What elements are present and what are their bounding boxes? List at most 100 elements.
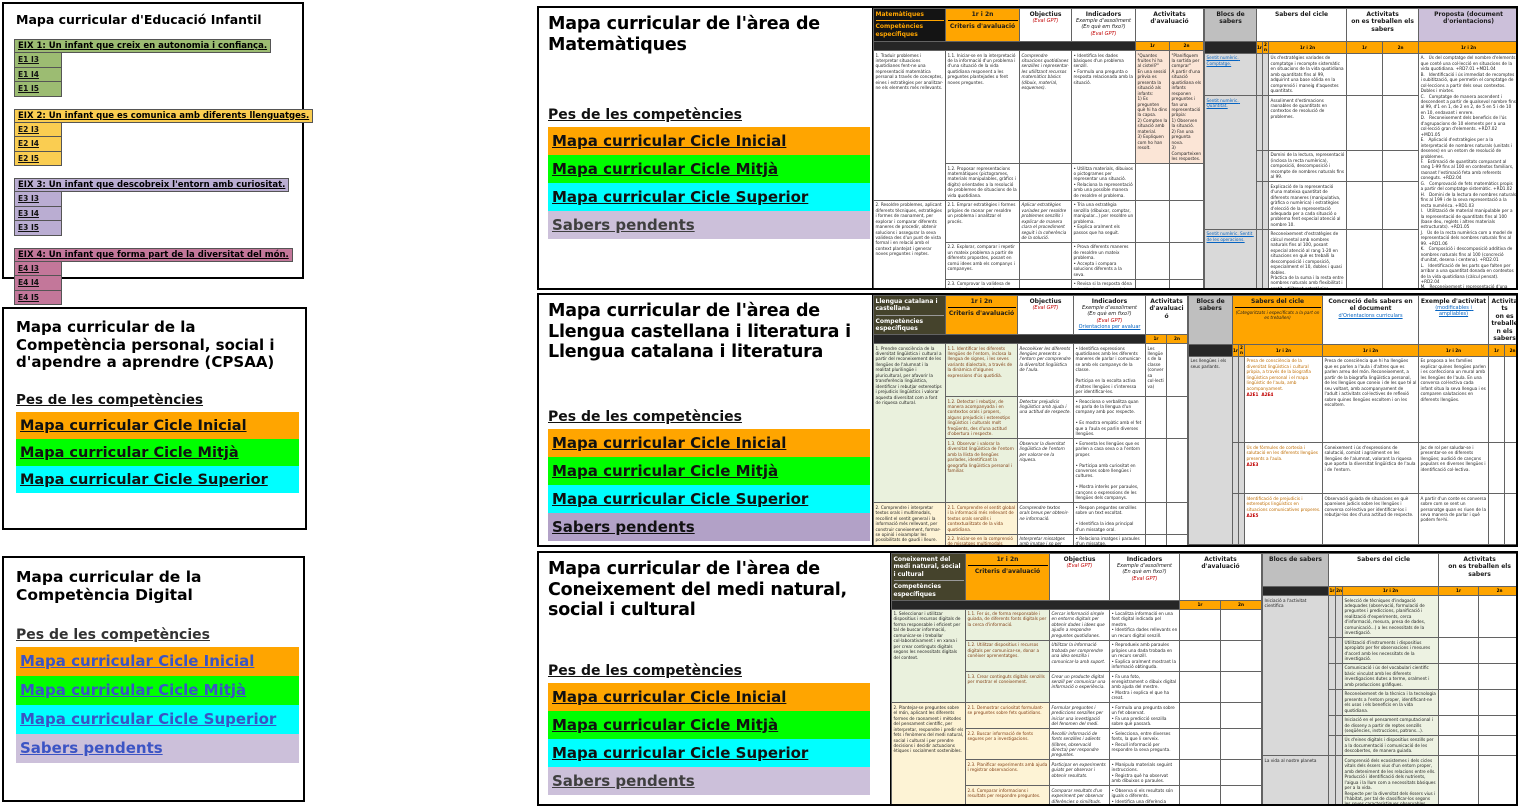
indicator-link-e4-i3[interactable]: E4 I3 bbox=[14, 260, 62, 276]
subheader-2n: 2n bbox=[1165, 334, 1189, 344]
indicator-link-e2-i3[interactable]: E2 I3 bbox=[14, 121, 62, 137]
concrecio-saber: Coneixement i ús d'expressions de saluta… bbox=[1322, 442, 1420, 495]
link-mapa-curricular-cicle-mitjà[interactable]: Mapa curricular Cicle Mitjà bbox=[548, 710, 870, 739]
subheader-1r-2n: 1r i 2n bbox=[1418, 344, 1490, 357]
subheader-strip bbox=[1188, 344, 1234, 357]
header-line[interactable]: (modificables i ampliables) bbox=[1435, 305, 1474, 318]
indicator-link-e4-i4[interactable]: E4 I4 bbox=[14, 275, 62, 291]
header-line: (Eval GPT) bbox=[1090, 30, 1117, 37]
saber-2n-mark bbox=[1335, 755, 1344, 804]
header-sabers-del-cicle: Sabers del cicle bbox=[1256, 8, 1348, 42]
concrecio-saber: Presa de consciència que hi ha llengües … bbox=[1322, 355, 1420, 444]
eix-header-link[interactable]: EIX 3: Un infant que descobreix l'entorn… bbox=[14, 178, 290, 192]
link-mapa-curricular-cicle-mitjà[interactable]: Mapa curricular Cicle Mitjà bbox=[16, 675, 299, 705]
activitat-avaluacio-2n bbox=[1219, 608, 1263, 641]
bloc-link-sentit-numèric-comptatge[interactable]: Sentit numèric. Comptatge. bbox=[1206, 55, 1241, 66]
criteri-avaluacio: 1.3. Crear continguts digitals senzills … bbox=[965, 671, 1050, 704]
objectiu: Observar la diversitat lingüística de l'… bbox=[1017, 438, 1074, 504]
link-sabers-pendents[interactable]: Sabers pendents bbox=[548, 512, 870, 541]
objectiu: Comparar resultats d'un experiment per o… bbox=[1049, 785, 1110, 804]
activitat-avaluacio-1r bbox=[1179, 759, 1221, 787]
pes-competencies-link[interactable]: Pes de les competències bbox=[16, 392, 204, 409]
pes-competencies-link[interactable]: Pes de les competències bbox=[16, 626, 210, 643]
objectiu: Formular preguntes i prediccions senzill… bbox=[1049, 702, 1110, 730]
saber-1r-mark bbox=[1328, 755, 1337, 804]
indicator-link-e4-i5[interactable]: E4 I5 bbox=[14, 289, 62, 305]
eix-header-link[interactable]: EIX 1: Un infant que creix en autonomia … bbox=[14, 39, 272, 53]
link-mapa-curricular-cicle-superior[interactable]: Mapa curricular Cicle Superior bbox=[548, 738, 870, 767]
link-mapa-curricular-cicle-inicial[interactable]: Mapa curricular Cicle Inicial bbox=[548, 682, 870, 711]
link-sabers-pendents[interactable]: Sabers pendents bbox=[548, 211, 870, 240]
activitat-saber-1r bbox=[1346, 181, 1384, 230]
pes-competencies-link[interactable]: Pes de les competències bbox=[548, 107, 742, 124]
header-line[interactable]: d'Orientacions curriculars bbox=[1338, 312, 1403, 319]
saber-del-cicle: Ús d'estratègies variades de comptatge i… bbox=[1268, 52, 1348, 97]
saber-del-cicle: Utilització d'instruments i dispositius … bbox=[1342, 637, 1440, 664]
activitat-saber-1r bbox=[1488, 442, 1506, 495]
subheader-2n: 2n bbox=[1478, 586, 1516, 596]
activitat-avaluacio-2n bbox=[1165, 502, 1189, 535]
activitat-avaluacio-1r bbox=[1135, 278, 1170, 288]
subheader-strip bbox=[891, 599, 1180, 610]
header-line: Coneixement del medi natural, social i c… bbox=[893, 555, 963, 578]
link-mapa-curricular-cicle-inicial[interactable]: Mapa curricular Cicle Inicial bbox=[16, 646, 299, 676]
pes-competencies-link[interactable]: Pes de les competències bbox=[548, 662, 742, 679]
header-line[interactable]: Orientacions per avaluar bbox=[1078, 323, 1141, 330]
subheader-1r-2n: 1r i 2n bbox=[1244, 344, 1324, 357]
eix-header-link[interactable]: EIX 4: Un infant que forma part de la di… bbox=[14, 247, 293, 262]
activitat-saber-2n bbox=[1478, 637, 1516, 664]
indicator-link-e2-i4[interactable]: E2 I4 bbox=[14, 136, 62, 152]
activitat-saber-2n bbox=[1382, 181, 1420, 230]
indicator-link-e3-i3[interactable]: E3 I3 bbox=[14, 191, 62, 207]
pes-competencies-link[interactable]: Pes de les competències bbox=[548, 408, 742, 425]
header-concrecio-sabers: Concreció dels sabers en el document d'Or… bbox=[1322, 295, 1420, 345]
subheader-2n: 2n bbox=[1168, 41, 1205, 51]
panel-title-cpsaa: Mapa curricular de la Competència person… bbox=[16, 318, 275, 372]
link-mapa-curricular-cicle-mitjà[interactable]: Mapa curricular Cicle Mitjà bbox=[548, 456, 870, 485]
llengua-table-right: Blocs de sabers Sabers del cicle (Categori… bbox=[1188, 295, 1516, 545]
activitat-saber-1r bbox=[1438, 688, 1480, 716]
link-mapa-curricular-cicle-inicial[interactable]: Mapa curricular Cicle Inicial bbox=[16, 412, 299, 440]
link-mapa-curricular-cicle-inicial[interactable]: Mapa curricular Cicle Inicial bbox=[548, 127, 870, 156]
activitat-avaluacio-2n bbox=[1219, 728, 1263, 761]
link-mapa-curricular-cicle-inicial[interactable]: Mapa curricular Cicle Inicial bbox=[548, 428, 870, 457]
activitat-saber-1r bbox=[1438, 714, 1480, 736]
activitat-saber-2n bbox=[1382, 52, 1420, 97]
panel-matematiques: Mapa curricular de l'àrea de Matemàtique… bbox=[537, 6, 1518, 290]
indicator-link-e2-i5[interactable]: E2 I5 bbox=[14, 150, 62, 166]
indicadors: • Prova diferents maneres de resoldre un… bbox=[1071, 241, 1136, 280]
bloc-de-sabers: Iniciació a l'activitat científica bbox=[1262, 594, 1330, 757]
link-sabers-pendents[interactable]: Sabers pendents bbox=[548, 766, 870, 795]
header-activitats-sabers: Activitats on es treballen els sabers bbox=[1488, 295, 1516, 345]
activitat-saber-1r bbox=[1438, 594, 1480, 639]
indicator-link-e1-i4[interactable]: E1 I4 bbox=[14, 66, 62, 82]
header-line: (En què em fixo?) bbox=[1087, 311, 1132, 318]
indicator-link-e3-i5[interactable]: E3 I5 bbox=[14, 220, 62, 236]
link-mapa-curricular-cicle-mitjà[interactable]: Mapa curricular Cicle Mitjà bbox=[16, 439, 299, 467]
indicator-link-e1-i3[interactable]: E1 I3 bbox=[14, 52, 62, 68]
link-mapa-curricular-cicle-mitjà[interactable]: Mapa curricular Cicle Mitjà bbox=[548, 155, 870, 184]
concrecio-saber: Observació guiada de situacions en què a… bbox=[1322, 493, 1420, 545]
header-line: (En què em fixo?) bbox=[1122, 569, 1167, 576]
llengua-links-zone: Mapa curricular de l'àrea de Llengua cas… bbox=[539, 295, 872, 545]
link-mapa-curricular-cicle-superior[interactable]: Mapa curricular Cicle Superior bbox=[548, 183, 870, 212]
bloc-link-sentit-numèric-quantitat[interactable]: Sentit numèric. Quantitat. bbox=[1206, 97, 1241, 109]
matematiques-links-zone: Mapa curricular de l'àrea de Matemàtique… bbox=[539, 8, 872, 288]
link-sabers-pendents[interactable]: Sabers pendents bbox=[16, 733, 299, 763]
indicator-link-e3-i4[interactable]: E3 I4 bbox=[14, 205, 62, 221]
activitat-saber-1r bbox=[1488, 355, 1506, 444]
panel-medi: Mapa curricular de l'àrea de Coneixement… bbox=[537, 551, 1518, 806]
eix-header-link[interactable]: EIX 2: Un infant que es comunica amb dif… bbox=[14, 108, 314, 123]
subheader-2n: 2n bbox=[1382, 41, 1420, 54]
bloc-link-sentit-numèric-sentit-de-les-operacions[interactable]: Sentit numèric. Sentit de les operacions… bbox=[1206, 231, 1254, 242]
indicator-link-e1-i5[interactable]: E1 I5 bbox=[14, 81, 62, 97]
header-line: Competències específiques bbox=[875, 20, 944, 38]
header-competencies: Llengua catalana i castellana Competèncie… bbox=[873, 295, 946, 335]
indicadors: • Manipula materials seguint instruccion… bbox=[1109, 759, 1180, 787]
link-mapa-curricular-cicle-superior[interactable]: Mapa curricular Cicle Superior bbox=[548, 484, 870, 513]
header-line: Activitats on es treballen els sabers bbox=[1351, 10, 1414, 33]
subheader-1r: 1r bbox=[1179, 599, 1221, 610]
activitat-avaluacio-1r bbox=[1179, 671, 1221, 704]
link-mapa-curricular-cicle-superior[interactable]: Mapa curricular Cicle Superior bbox=[16, 704, 299, 734]
link-mapa-curricular-cicle-superior[interactable]: Mapa curricular Cicle Superior bbox=[16, 466, 299, 494]
